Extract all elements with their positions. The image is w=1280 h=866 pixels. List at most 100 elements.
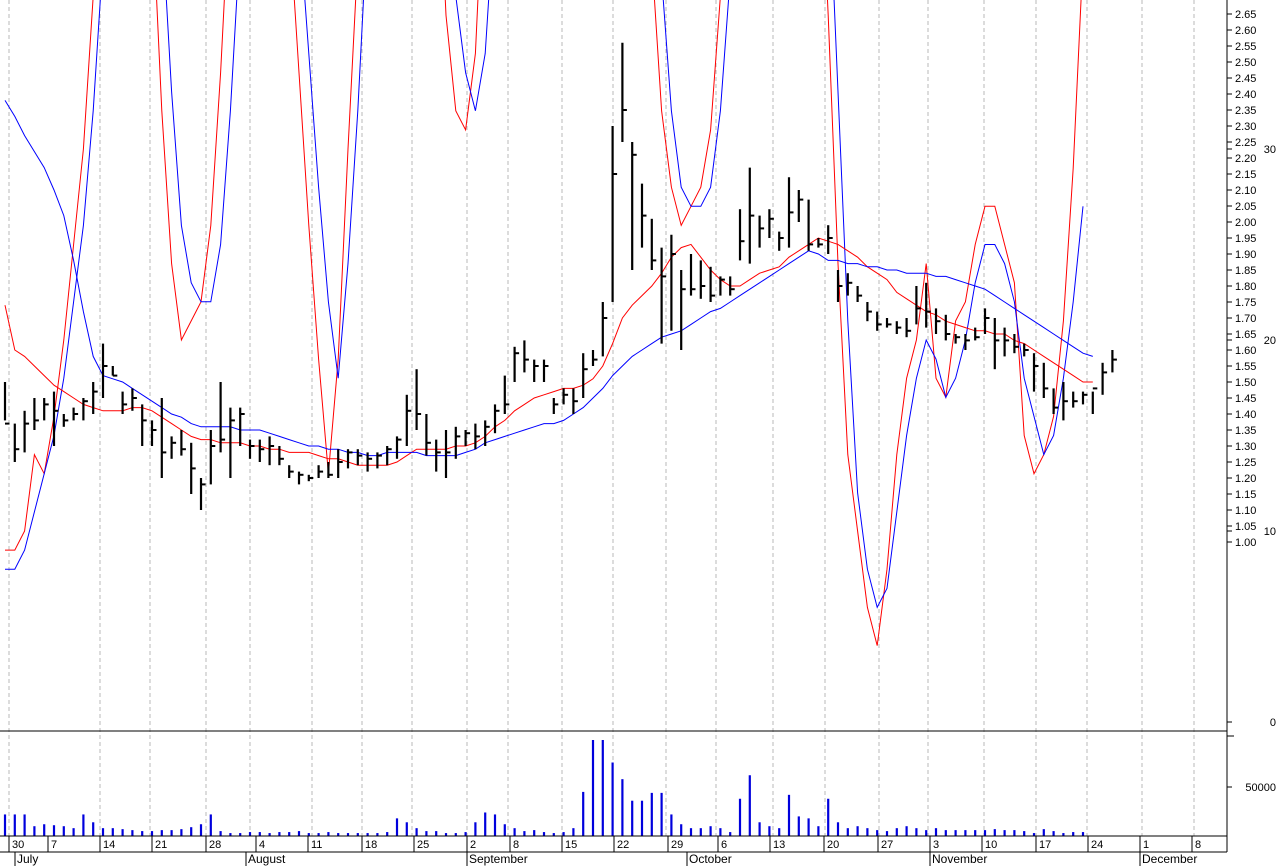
oscillator-tick-label: 30 <box>1264 144 1276 156</box>
price-tick-label: 1.95 <box>1235 233 1256 245</box>
price-bar <box>631 142 637 270</box>
oscillator-tick-label: 0 <box>1270 717 1276 729</box>
price-bar <box>513 346 520 382</box>
price-bar <box>484 420 490 446</box>
price-bar <box>542 359 549 382</box>
month-label: August <box>248 852 286 866</box>
price-tick-label: 2.35 <box>1235 105 1256 117</box>
price-bar <box>239 407 245 446</box>
price-bar <box>856 286 863 302</box>
day-label: 7 <box>51 839 57 851</box>
price-bar <box>52 391 59 446</box>
oscillator-line <box>5 0 1082 646</box>
volume-bars <box>3 739 1085 836</box>
price-tick-label: 2.55 <box>1235 41 1256 53</box>
price-bar <box>758 215 765 248</box>
price-tick-label: 2.60 <box>1235 25 1256 37</box>
oscillator-tick-label: 10 <box>1264 526 1276 538</box>
price-tick-label: 1.45 <box>1235 393 1256 405</box>
price-bar <box>748 167 755 264</box>
price-bar <box>1101 362 1108 395</box>
price-bar <box>640 183 647 248</box>
price-bar <box>307 474 314 482</box>
price-tick-label: 1.25 <box>1235 457 1256 469</box>
price-bar <box>1072 391 1078 408</box>
day-label: 1 <box>1143 839 1149 851</box>
price-bar <box>689 254 696 296</box>
price-bar <box>591 350 598 366</box>
price-bar <box>983 308 990 334</box>
price-bar <box>464 430 471 446</box>
day-label: 24 <box>1091 839 1103 851</box>
price-tick-label: 2.10 <box>1235 185 1256 197</box>
price-bar <box>1052 388 1059 414</box>
price-tick-label: 1.90 <box>1235 249 1256 261</box>
price-bar <box>150 420 157 446</box>
price-bar <box>660 247 667 344</box>
price-tick-label: 1.75 <box>1235 297 1256 309</box>
price-bar <box>229 407 235 478</box>
day-label: 8 <box>513 839 519 851</box>
price-bar <box>268 436 275 466</box>
price-bar <box>807 199 814 251</box>
day-label: 29 <box>671 839 683 851</box>
price-bar <box>131 388 137 411</box>
price-bar <box>797 190 804 222</box>
price-bar <box>278 446 284 466</box>
price-bar <box>611 126 618 302</box>
price-bar <box>356 449 363 466</box>
price-tick-label: 1.65 <box>1235 329 1256 341</box>
price-bar <box>572 388 578 414</box>
volume-axis-ticks: 50000 <box>1227 782 1276 794</box>
price-bar <box>866 302 872 322</box>
price-bar <box>562 388 569 405</box>
month-label: November <box>932 852 987 866</box>
oscillator-tick-label: 20 <box>1264 335 1276 347</box>
price-bar <box>62 414 69 427</box>
price-bar <box>944 314 951 341</box>
month-axis-labels: July August September October November Decemb… <box>14 852 1197 866</box>
volume-tick-label: 50000 <box>1245 782 1276 794</box>
day-label: 28 <box>209 839 221 851</box>
price-bar <box>876 311 882 331</box>
price-tick-label: 1.70 <box>1235 313 1256 325</box>
price-bar <box>621 42 627 142</box>
price-bar <box>435 439 441 472</box>
price-bar <box>1032 353 1039 392</box>
price-bar <box>444 430 451 478</box>
price-bar <box>1081 391 1088 405</box>
price-bar <box>719 276 725 296</box>
price-bar <box>895 321 902 334</box>
price-bar <box>170 436 177 459</box>
price-bar <box>3 382 10 425</box>
price-bar <box>925 282 931 328</box>
price-tick-label: 1.20 <box>1235 473 1256 485</box>
day-label: 17 <box>1039 839 1051 851</box>
price-tick-label: 1.60 <box>1235 345 1256 357</box>
price-bar <box>1023 343 1029 357</box>
price-bar <box>523 340 529 373</box>
moving-average-line <box>4 100 1093 457</box>
price-tick-label: 2.40 <box>1235 89 1256 101</box>
price-bar <box>190 442 196 494</box>
price-bar <box>709 266 716 302</box>
price-bar <box>33 398 39 430</box>
day-label: 15 <box>565 839 577 851</box>
day-label: 30 <box>12 839 24 851</box>
price-bar <box>503 375 510 414</box>
price-tick-label: 2.05 <box>1235 201 1256 213</box>
price-tick-label: 2.15 <box>1235 169 1256 181</box>
price-tick-label: 2.20 <box>1235 153 1256 165</box>
price-bar <box>1111 350 1117 373</box>
price-bar <box>111 366 118 377</box>
day-label: 3 <box>933 839 939 851</box>
price-bar <box>92 382 98 414</box>
price-tick-label: 2.00 <box>1235 217 1256 229</box>
moving-average-lines <box>4 100 1093 466</box>
price-bar <box>1003 327 1010 357</box>
price-bar <box>827 225 833 254</box>
price-bar <box>82 398 88 421</box>
price-bar <box>337 449 343 478</box>
price-bar <box>905 318 912 338</box>
